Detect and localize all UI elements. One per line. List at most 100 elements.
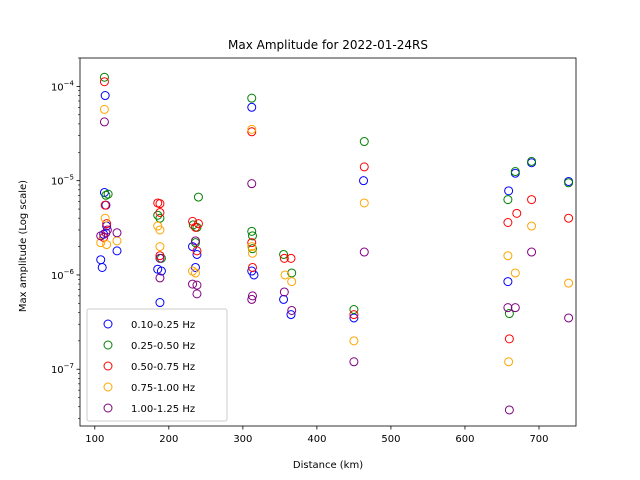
- data-point: [286, 310, 296, 320]
- data-point: [247, 238, 257, 248]
- x-tick-label: 100: [85, 434, 104, 445]
- data-point: [155, 273, 165, 283]
- x-tick-label: 300: [233, 434, 252, 445]
- data-point: [503, 277, 513, 287]
- data-point: [188, 216, 198, 226]
- data-point: [155, 298, 165, 308]
- data-point: [192, 289, 202, 299]
- legend-marker: [103, 403, 113, 413]
- data-point: [510, 303, 520, 313]
- data-point: [247, 248, 257, 258]
- x-axis-label: Distance (km): [293, 460, 363, 471]
- data-point: [193, 192, 203, 202]
- data-point: [155, 199, 165, 209]
- data-point: [247, 127, 257, 137]
- data-point: [155, 251, 165, 261]
- data-point: [100, 200, 110, 210]
- data-point: [349, 305, 359, 315]
- data-point: [527, 221, 537, 231]
- y-axis-ticks: 10−7 10−6 10−5 10−4: [51, 57, 80, 419]
- data-point: [564, 313, 574, 323]
- data-point: [279, 253, 289, 263]
- legend-marker: [103, 382, 113, 392]
- data-point: [359, 137, 369, 147]
- data-point: [527, 156, 537, 166]
- data-point: [510, 167, 520, 177]
- data-point: [112, 246, 122, 256]
- data-point: [190, 236, 200, 246]
- data-point: [359, 162, 369, 172]
- data-point: [287, 277, 297, 287]
- data-point: [99, 117, 109, 127]
- data-point: [503, 218, 513, 227]
- data-point: [97, 262, 107, 272]
- data-point: [192, 246, 202, 256]
- data-point: [504, 186, 514, 196]
- legend-box: [86, 308, 228, 422]
- data-point: [504, 405, 514, 415]
- x-tick-label: 700: [529, 434, 548, 445]
- x-tick-label: 600: [455, 434, 474, 445]
- data-point: [503, 303, 513, 313]
- series-5: [96, 117, 574, 415]
- data-point: [100, 91, 110, 101]
- data-point: [190, 268, 200, 278]
- data-point: [99, 104, 109, 114]
- legend-label: 0.25-0.50 Hz: [131, 341, 195, 352]
- data-point: [247, 102, 257, 112]
- x-tick-label: 200: [159, 434, 178, 445]
- data-point: [504, 309, 514, 319]
- data-point: [247, 124, 257, 134]
- data-point: [155, 242, 165, 252]
- data-point: [512, 208, 522, 218]
- data-point: [99, 77, 109, 87]
- data-point: [359, 198, 369, 208]
- legend-label: 0.75-1.00 Hz: [131, 383, 195, 394]
- y-tick-label: 10−7: [51, 362, 74, 376]
- data-point: [247, 262, 257, 272]
- y-tick-label: 10−4: [51, 79, 75, 93]
- data-point: [349, 357, 359, 367]
- data-point: [247, 242, 257, 252]
- data-point: [192, 280, 202, 290]
- y-tick-label: 10−5: [51, 174, 74, 188]
- chart-title: Max Amplitude for 2022-01-24RS: [228, 38, 428, 52]
- data-point: [153, 210, 163, 220]
- data-point: [247, 226, 257, 236]
- data-point: [349, 310, 359, 320]
- data-point: [503, 251, 513, 261]
- data-point: [503, 195, 513, 205]
- data-point: [564, 178, 574, 188]
- x-tick-label: 500: [381, 434, 400, 445]
- data-point: [156, 266, 166, 276]
- data-point: [359, 176, 369, 186]
- data-point: [504, 357, 514, 367]
- data-point: [100, 213, 110, 223]
- data-point: [247, 231, 257, 241]
- data-point: [188, 266, 198, 276]
- data-point: [193, 219, 203, 229]
- data-point: [188, 279, 198, 289]
- data-point: [102, 225, 112, 235]
- data-point: [279, 249, 289, 259]
- data-point: [564, 213, 574, 223]
- series-4: [96, 104, 574, 367]
- x-axis-ticks: 100 200 300 400 500 600 700: [85, 426, 549, 445]
- data-point: [99, 72, 109, 82]
- data-point: [359, 247, 369, 257]
- data-point: [349, 336, 359, 346]
- data-point: [102, 219, 112, 229]
- data-point: [96, 238, 106, 248]
- data-point: [247, 294, 257, 304]
- legend-marker: [103, 361, 113, 371]
- data-point: [247, 93, 257, 103]
- data-point: [564, 278, 574, 288]
- legend: 0.10-0.25 Hz 0.25-0.50 Hz 0.50-0.75 Hz 0.75…: [86, 308, 228, 422]
- plot-frame: [79, 57, 577, 427]
- data-point: [101, 190, 111, 200]
- data-point: [155, 225, 165, 235]
- legend-label: 0.50-0.75 Hz: [131, 362, 195, 373]
- data-point: [102, 240, 112, 250]
- data-point: [103, 189, 113, 199]
